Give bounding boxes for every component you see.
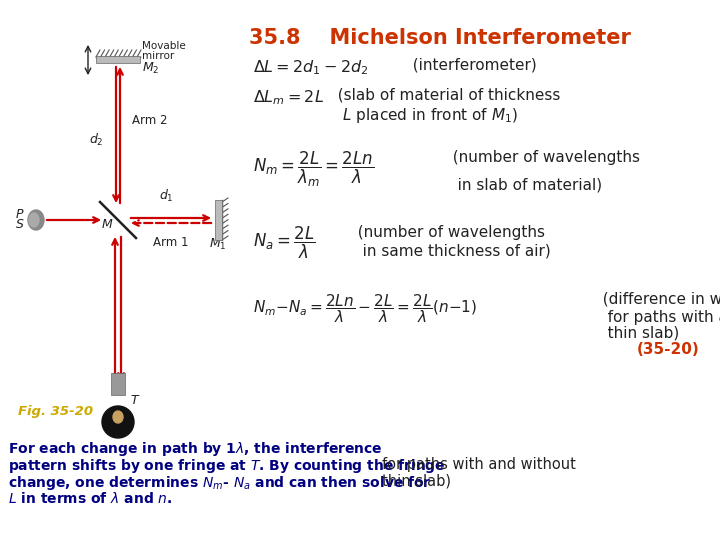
Text: pattern shifts by one fringe at $T$. By counting the fringe: pattern shifts by one fringe at $T$. By … bbox=[8, 457, 446, 475]
Text: (difference in wavelengths: (difference in wavelengths bbox=[593, 292, 720, 307]
Text: 35.8    Michelson Interferometer: 35.8 Michelson Interferometer bbox=[249, 28, 631, 48]
Text: in same thickness of air): in same thickness of air) bbox=[348, 243, 551, 258]
Text: $L$ placed in front of $M_1$): $L$ placed in front of $M_1$) bbox=[328, 106, 518, 125]
Text: Movable: Movable bbox=[142, 41, 186, 51]
Text: $N_m{-}N_a = \dfrac{2Ln}{\lambda} - \dfrac{2L}{\lambda} = \dfrac{2L}{\lambda}(n{: $N_m{-}N_a = \dfrac{2Ln}{\lambda} - \dfr… bbox=[253, 292, 477, 325]
Text: Fig. 35-20: Fig. 35-20 bbox=[18, 405, 93, 418]
Text: (interferometer): (interferometer) bbox=[403, 58, 536, 73]
Text: $S$: $S$ bbox=[15, 219, 25, 232]
Text: $L$ in terms of $\lambda$ and $n$.: $L$ in terms of $\lambda$ and $n$. bbox=[8, 491, 173, 506]
Bar bbox=[215, 200, 222, 240]
Text: in slab of material): in slab of material) bbox=[443, 178, 602, 193]
Text: $\Delta L = 2d_1 - 2d_2$: $\Delta L = 2d_1 - 2d_2$ bbox=[253, 58, 369, 77]
Text: Arm 2: Arm 2 bbox=[132, 113, 168, 126]
Text: (number of wavelengths: (number of wavelengths bbox=[443, 150, 640, 165]
Ellipse shape bbox=[28, 210, 44, 230]
Circle shape bbox=[102, 406, 134, 438]
Text: $M_1$: $M_1$ bbox=[210, 237, 227, 252]
Text: mirror: mirror bbox=[142, 51, 174, 61]
Bar bbox=[96, 56, 140, 63]
Ellipse shape bbox=[113, 411, 123, 423]
Text: $T$: $T$ bbox=[130, 394, 140, 407]
Text: $d_1$: $d_1$ bbox=[158, 188, 174, 204]
Text: $M_2$: $M_2$ bbox=[142, 60, 159, 76]
Text: $M$: $M$ bbox=[101, 218, 113, 231]
Text: thin slab): thin slab) bbox=[382, 474, 451, 489]
Text: Arm 1: Arm 1 bbox=[153, 236, 189, 249]
Text: for paths with and without: for paths with and without bbox=[382, 457, 576, 472]
Text: $d_2$: $d_2$ bbox=[89, 132, 104, 148]
Text: $N_m = \dfrac{2L}{\lambda_m} = \dfrac{2Ln}{\lambda}$: $N_m = \dfrac{2L}{\lambda_m} = \dfrac{2L… bbox=[253, 150, 374, 189]
Text: $N_a = \dfrac{2L}{\lambda}$: $N_a = \dfrac{2L}{\lambda}$ bbox=[253, 225, 315, 261]
Text: $\Delta L_m = 2L$: $\Delta L_m = 2L$ bbox=[253, 88, 324, 107]
Text: For each change in path by 1$\lambda$, the interference: For each change in path by 1$\lambda$, t… bbox=[8, 440, 382, 458]
Text: change, one determines $N_m$- $N_a$ and can then solve for: change, one determines $N_m$- $N_a$ and … bbox=[8, 474, 432, 492]
Text: (number of wavelengths: (number of wavelengths bbox=[348, 225, 545, 240]
Text: $P$: $P$ bbox=[16, 207, 25, 220]
Text: (slab of material of thickness: (slab of material of thickness bbox=[328, 88, 560, 103]
Bar bbox=[111, 373, 125, 395]
Text: (35-20): (35-20) bbox=[636, 342, 699, 357]
Text: for paths with and without: for paths with and without bbox=[593, 310, 720, 325]
Ellipse shape bbox=[29, 213, 39, 227]
Text: thin slab): thin slab) bbox=[593, 326, 679, 341]
